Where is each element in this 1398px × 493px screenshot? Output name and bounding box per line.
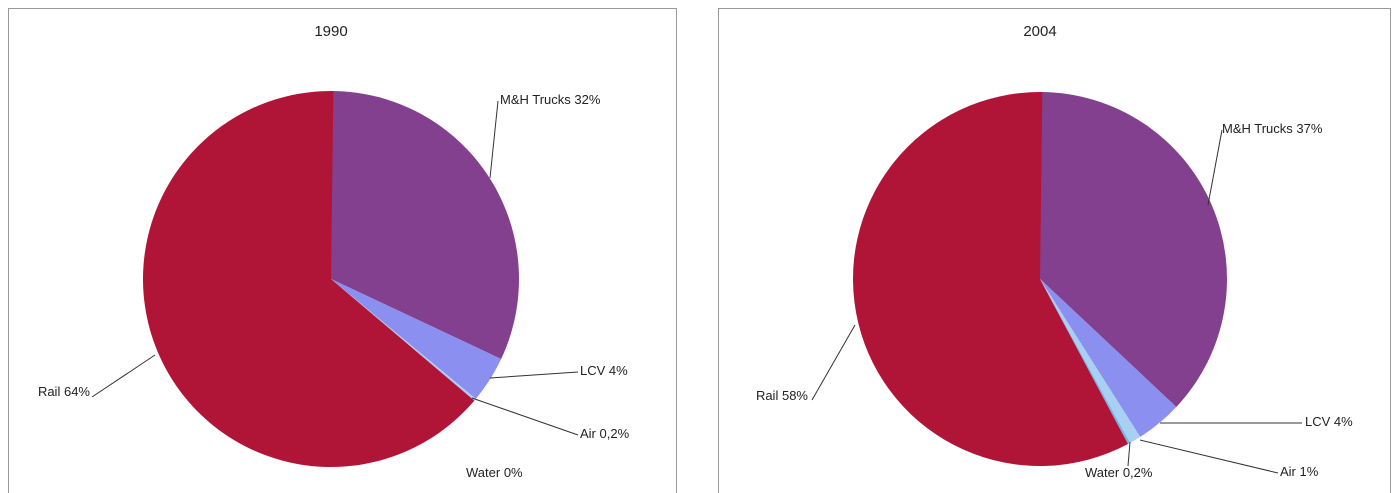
slice-value: 32% (574, 92, 600, 107)
slice-value: 1% (1300, 464, 1319, 479)
chart-title: 2004 (1023, 23, 1056, 40)
slice-value: 58% (782, 388, 808, 403)
slice-value: 37% (1296, 121, 1322, 136)
slice-value: 0,2% (600, 426, 630, 441)
slice-label: M&H Trucks 32% (500, 92, 601, 107)
leader-line (1127, 441, 1131, 467)
pie-slice (1040, 92, 1228, 408)
pie-slice (143, 91, 475, 468)
slice-category: Air (580, 426, 597, 441)
slice-value: 64% (64, 384, 90, 399)
slice-label: Air 0,2% (580, 426, 630, 441)
slice-category: LCV (580, 363, 606, 378)
leader-line (471, 397, 579, 436)
pie-slice (331, 279, 476, 401)
slice-value: 4% (1334, 414, 1353, 429)
slice-label: Water 0,2% (1085, 465, 1153, 480)
leader-line (489, 100, 499, 179)
pie-slice (853, 92, 1129, 467)
slice-label: LCV 4% (580, 363, 628, 378)
pie-slice (1040, 279, 1177, 437)
leader-line (1207, 129, 1223, 206)
slice-category: Water (1085, 465, 1120, 480)
slice-label: Air 1% (1280, 464, 1319, 479)
leader-line (489, 371, 579, 379)
pie-slice (331, 279, 502, 399)
slice-category: M&H Trucks (1222, 121, 1293, 136)
slice-category: M&H Trucks (500, 92, 571, 107)
slice-value: 0% (504, 465, 523, 480)
panel-frame (718, 8, 1391, 493)
slice-label: Water 0% (466, 465, 523, 480)
slice-label: Rail 58% (756, 388, 808, 403)
pie-slice (1040, 279, 1131, 444)
slice-category: Air (1280, 464, 1297, 479)
slice-category: Rail (756, 388, 779, 403)
leader-line (91, 354, 156, 398)
slice-category: LCV (1305, 414, 1331, 429)
slice-label: Rail 64% (38, 384, 90, 399)
slice-value: 4% (609, 363, 628, 378)
chart-title: 1990 (314, 23, 347, 40)
panel-frame (8, 8, 677, 493)
slice-category: Rail (38, 384, 61, 399)
slice-label: M&H Trucks 37% (1222, 121, 1323, 136)
slice-label: LCV 4% (1305, 414, 1353, 429)
slice-value: 0,2% (1123, 465, 1153, 480)
leader-line (811, 324, 856, 401)
pie-slice (331, 91, 519, 360)
leader-line (1139, 439, 1279, 474)
pie-slice (1040, 279, 1141, 443)
slice-category: Water (466, 465, 501, 480)
